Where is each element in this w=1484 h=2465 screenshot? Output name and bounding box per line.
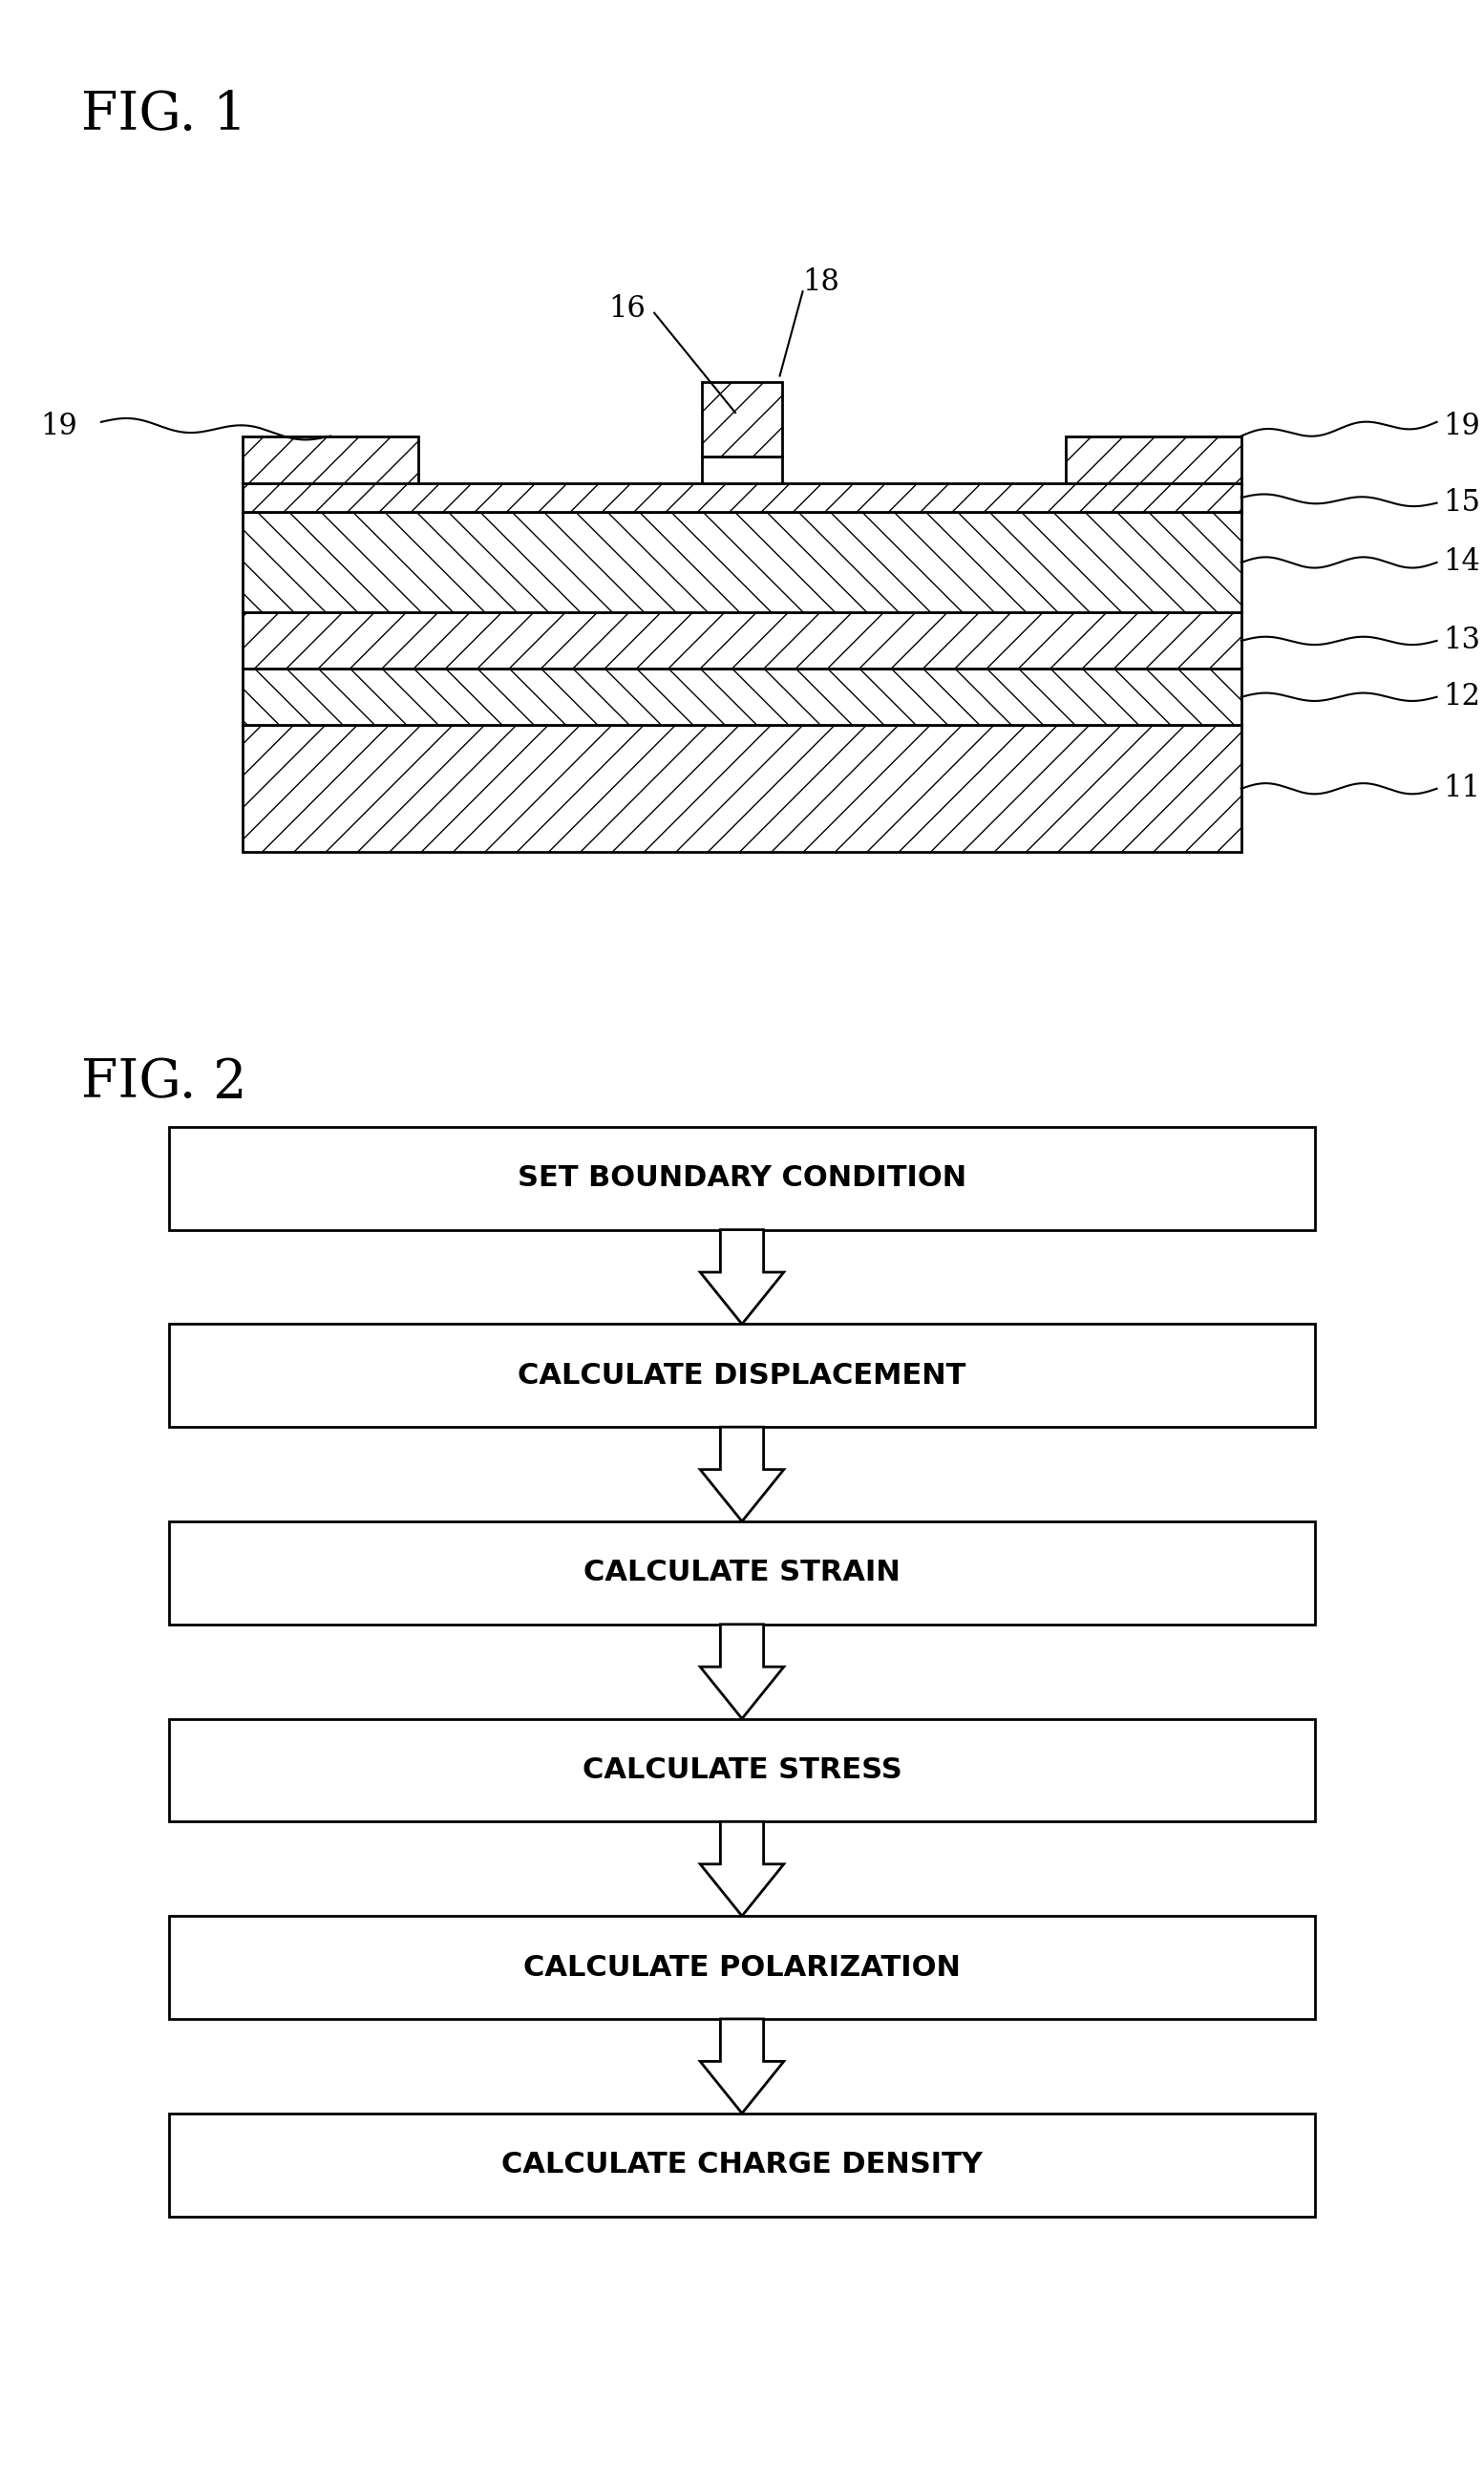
Bar (243, 725, 1241, 853)
Text: 16: 16 (608, 293, 646, 323)
Bar (169, 1718, 1315, 1822)
Bar (702, 382, 782, 456)
Text: 12: 12 (1444, 683, 1481, 712)
Text: CALCULATE STRESS: CALCULATE STRESS (582, 1758, 902, 1785)
Text: 15: 15 (1444, 488, 1481, 518)
Text: CALCULATE DISPLACEMENT: CALCULATE DISPLACEMENT (518, 1361, 966, 1390)
Polygon shape (700, 1427, 784, 1521)
Text: 19: 19 (40, 412, 77, 441)
Bar (169, 1127, 1315, 1230)
Text: SET BOUNDARY CONDITION: SET BOUNDARY CONDITION (518, 1163, 966, 1193)
Bar (169, 2113, 1315, 2216)
Text: 11: 11 (1444, 774, 1481, 804)
Polygon shape (700, 2019, 784, 2113)
Bar (243, 668, 1241, 725)
Polygon shape (700, 1822, 784, 1915)
Polygon shape (700, 1230, 784, 1324)
Text: FIG. 1: FIG. 1 (82, 89, 246, 141)
Text: CALCULATE CHARGE DENSITY: CALCULATE CHARGE DENSITY (502, 2152, 982, 2179)
Text: CALCULATE POLARIZATION: CALCULATE POLARIZATION (524, 1955, 960, 1982)
Bar (169, 1324, 1315, 1427)
Text: FIG. 2: FIG. 2 (82, 1057, 246, 1109)
Text: 13: 13 (1444, 626, 1481, 656)
Bar (169, 1521, 1315, 1624)
Text: 19: 19 (1444, 412, 1481, 441)
Text: CALCULATE STRAIN: CALCULATE STRAIN (583, 1558, 901, 1587)
Bar (169, 1915, 1315, 2019)
Bar (702, 456, 782, 483)
Bar (243, 513, 1241, 614)
Bar (243, 436, 418, 483)
Bar (1066, 436, 1241, 483)
Text: 14: 14 (1444, 547, 1481, 577)
Text: 18: 18 (803, 266, 840, 296)
Polygon shape (700, 1624, 784, 1718)
Bar (243, 614, 1241, 668)
Bar (243, 483, 1241, 513)
